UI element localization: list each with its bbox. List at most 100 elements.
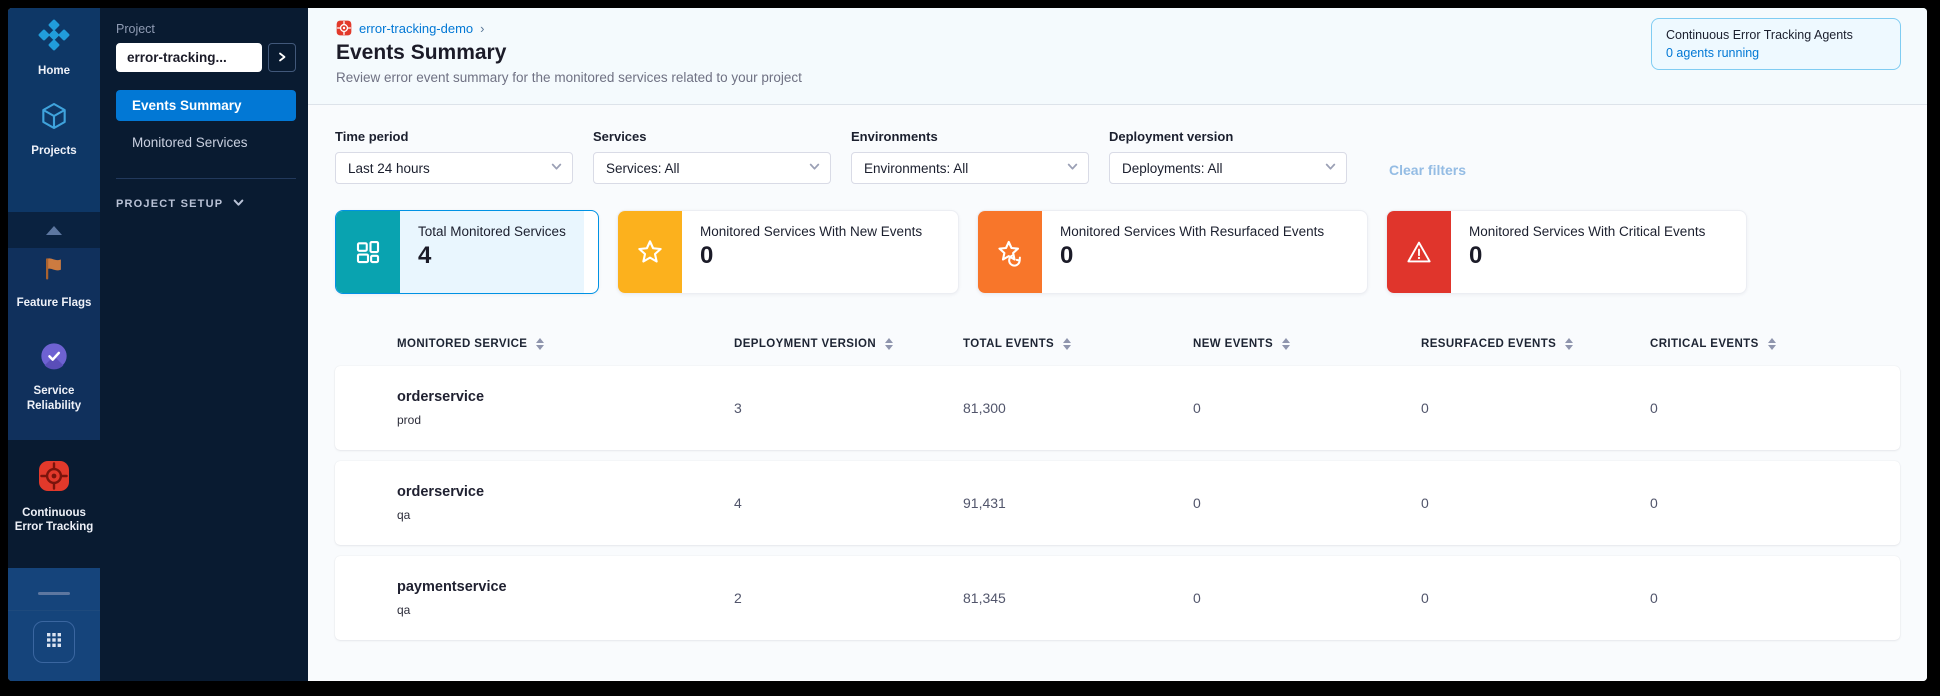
card-value: 4 (418, 242, 432, 269)
column-label: MONITORED SERVICE (397, 338, 528, 350)
module-rail-cet-section: Continuous Error Tracking (8, 440, 100, 568)
filter-label: Environments (851, 129, 938, 144)
project-expand-button[interactable] (268, 43, 296, 72)
agents-status-box[interactable]: Continuous Error Tracking Agents 0 agent… (1651, 18, 1901, 70)
module-rail-mid-section: Feature Flags Service Reliability (8, 248, 100, 440)
project-setup-label: PROJECT SETUP (116, 198, 224, 210)
card-label: Monitored Services With Critical Events (1469, 224, 1706, 239)
agents-box-title: Continuous Error Tracking Agents (1666, 28, 1853, 42)
all-modules-button[interactable] (33, 621, 75, 663)
project-setup-toggle[interactable]: PROJECT SETUP (116, 197, 296, 211)
column-header-total-events[interactable]: TOTAL EVENTS (963, 338, 1193, 350)
sidebar-item-monitored-services[interactable]: Monitored Services (116, 127, 296, 158)
deployment-version-value: 2 (734, 590, 742, 606)
card-total-monitored-services[interactable]: Total Monitored Services 4 (335, 210, 599, 294)
chevron-right-icon (277, 50, 287, 65)
harness-logo-icon (37, 18, 71, 57)
column-label: RESURFACED EVENTS (1421, 338, 1557, 350)
column-header-resurfaced-events[interactable]: RESURFACED EVENTS (1421, 338, 1650, 350)
main-content: error-tracking-demo › Events Summary Rev… (308, 8, 1927, 681)
breadcrumb-project-link[interactable]: error-tracking-demo (359, 20, 474, 36)
module-item-projects[interactable]: Projects (8, 100, 100, 158)
services-select[interactable]: Services: All (593, 152, 831, 184)
rail-resize-handle[interactable] (38, 592, 70, 595)
service-environment: qa (397, 603, 411, 617)
module-rail: Home Projects Feature Flags (8, 8, 100, 681)
star-icon (618, 211, 682, 293)
select-value: Last 24 hours (348, 160, 430, 176)
card-value: 0 (1469, 242, 1483, 269)
sidebar-item-events-summary[interactable]: Events Summary (116, 90, 296, 121)
filter-label: Services (593, 129, 647, 144)
column-label: NEW EVENTS (1193, 338, 1274, 350)
divider (116, 178, 296, 179)
new-events-value: 0 (1193, 590, 1201, 606)
select-value: Deployments: All (1122, 160, 1223, 176)
card-new-events[interactable]: Monitored Services With New Events 0 (617, 210, 959, 294)
page-subtitle: Review error event summary for the monit… (336, 70, 802, 85)
card-value: 0 (700, 242, 714, 269)
table-row[interactable]: paymentservice qa 2 81,345 0 0 0 (335, 556, 1900, 640)
agents-running-link[interactable]: 0 agents running (1666, 46, 1760, 60)
resurfaced-events-value: 0 (1421, 590, 1429, 606)
project-sidebar: Project Events Summary Monitored Service… (100, 8, 308, 681)
deployment-version-value: 4 (734, 495, 742, 511)
environments-select[interactable]: Environments: All (851, 152, 1089, 184)
project-selector-input[interactable] (116, 43, 262, 72)
page-body: Time period Last 24 hours Services Servi… (308, 105, 1927, 681)
column-header-deployment-version[interactable]: DEPLOYMENT VERSION (734, 338, 963, 350)
scroll-up-icon (46, 225, 62, 235)
chevron-down-icon (1325, 159, 1336, 177)
critical-events-value: 0 (1650, 590, 1658, 606)
chevron-down-icon (809, 159, 820, 177)
module-rail-scroll-up[interactable] (8, 212, 100, 248)
sort-icon (536, 338, 545, 350)
breadcrumb: error-tracking-demo › (336, 20, 1901, 36)
resurfaced-events-value: 0 (1421, 495, 1429, 511)
sidebar-item-label: Events Summary (132, 98, 242, 113)
module-item-label: Feature Flags (16, 297, 92, 309)
column-header-monitored-service[interactable]: MONITORED SERVICE (335, 338, 734, 350)
card-label: Total Monitored Services (418, 224, 566, 239)
card-critical-events[interactable]: Monitored Services With Critical Events … (1386, 210, 1747, 294)
card-resurfaced-events[interactable]: Monitored Services With Resurfaced Event… (977, 210, 1368, 294)
module-item-label: Service Reliability (26, 385, 82, 412)
filters-bar: Time period Last 24 hours Services Servi… (335, 129, 1900, 184)
table-row[interactable]: orderservice qa 4 91,431 0 0 0 (335, 461, 1900, 545)
service-name: orderservice (397, 389, 485, 405)
table-row[interactable]: orderservice prod 3 81,300 0 0 0 (335, 366, 1900, 450)
total-events-value: 91,431 (963, 495, 1006, 511)
critical-events-value: 0 (1650, 400, 1658, 416)
module-item-label: Home (38, 65, 70, 77)
page-title: Events Summary (336, 41, 507, 64)
module-item-service-reliability[interactable]: Service Reliability (8, 340, 100, 413)
page-header: error-tracking-demo › Events Summary Rev… (308, 8, 1927, 105)
select-value: Environments: All (864, 160, 969, 176)
column-header-critical-events[interactable]: CRITICAL EVENTS (1650, 338, 1900, 350)
module-item-home[interactable]: Home (8, 18, 100, 78)
table-header: MONITORED SERVICE DEPLOYMENT VERSION TOT… (335, 322, 1900, 366)
clear-filters-button[interactable]: Clear filters (1389, 162, 1467, 178)
time-period-select[interactable]: Last 24 hours (335, 152, 573, 184)
error-tracking-target-icon (336, 20, 352, 36)
chevron-down-icon (233, 197, 244, 211)
service-environment: prod (397, 413, 422, 427)
select-value: Services: All (606, 160, 680, 176)
chevron-down-icon (551, 159, 562, 177)
deployments-select[interactable]: Deployments: All (1109, 152, 1347, 184)
card-label: Monitored Services With New Events (700, 224, 923, 239)
divider (8, 610, 100, 611)
module-item-feature-flags[interactable]: Feature Flags (8, 254, 100, 310)
error-tracking-target-icon (36, 458, 72, 499)
resurfaced-events-value: 0 (1421, 400, 1429, 416)
new-events-value: 0 (1193, 400, 1201, 416)
column-header-new-events[interactable]: NEW EVENTS (1193, 338, 1421, 350)
card-label: Monitored Services With Resurfaced Event… (1060, 224, 1325, 239)
grid-icon (45, 631, 63, 654)
service-environment: qa (397, 508, 411, 522)
module-item-continuous-error-tracking[interactable]: Continuous Error Tracking (8, 458, 100, 535)
shield-check-icon (38, 340, 70, 377)
column-label: DEPLOYMENT VERSION (734, 338, 877, 350)
column-label: TOTAL EVENTS (963, 338, 1055, 350)
card-value: 0 (1060, 242, 1074, 269)
